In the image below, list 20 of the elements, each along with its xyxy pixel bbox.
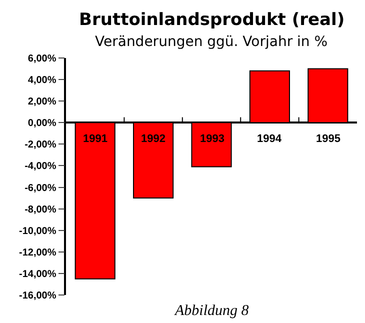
y-tick-label: -4,00% — [24, 161, 56, 172]
y-tick-label: 2,00% — [28, 96, 56, 108]
y-tick-label: -10,00% — [19, 226, 56, 237]
y-tick-label: -14,00% — [19, 268, 56, 280]
y-tick-label: 6,00% — [28, 54, 56, 64]
x-tick-label: 1994 — [257, 133, 282, 145]
y-tick-label: -2,00% — [24, 140, 56, 151]
chart-title: Bruttoinlandsprodukt (real) — [79, 10, 345, 30]
y-tick-label: -16,00% — [19, 290, 56, 302]
y-tick-label: -6,00% — [24, 182, 56, 194]
x-tick-label: 1993 — [200, 133, 224, 145]
x-tick-label: 1992 — [141, 133, 166, 145]
x-tick-label: 1991 — [83, 133, 108, 145]
y-tick-label: -8,00% — [24, 204, 56, 216]
y-tick-label: -12,00% — [19, 247, 56, 258]
x-tick-label: 1995 — [316, 133, 340, 145]
y-tick-label: 4,00% — [28, 75, 56, 86]
y-tick-label: 0,00% — [28, 118, 56, 130]
chart-subtitle: Veränderungen ggü. Vorjahr in % — [95, 34, 328, 50]
text: Abbildung 8 — [174, 303, 250, 319]
